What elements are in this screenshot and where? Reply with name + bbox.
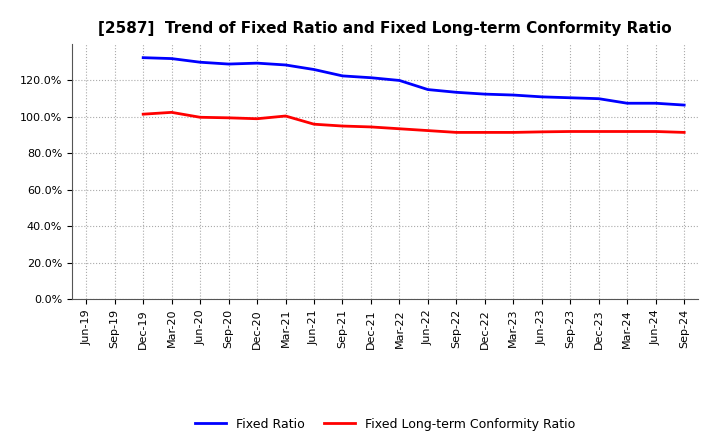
Fixed Long-term Conformity Ratio — [652, 129, 660, 134]
Fixed Long-term Conformity Ratio — [480, 130, 489, 135]
Fixed Long-term Conformity Ratio — [395, 126, 404, 132]
Fixed Long-term Conformity Ratio — [366, 124, 375, 129]
Fixed Ratio — [139, 55, 148, 60]
Fixed Ratio — [225, 62, 233, 67]
Fixed Long-term Conformity Ratio — [509, 130, 518, 135]
Fixed Ratio — [196, 59, 204, 65]
Fixed Long-term Conformity Ratio — [225, 115, 233, 121]
Fixed Long-term Conformity Ratio — [310, 121, 318, 127]
Fixed Ratio — [282, 62, 290, 68]
Fixed Long-term Conformity Ratio — [338, 123, 347, 128]
Fixed Long-term Conformity Ratio — [566, 129, 575, 134]
Fixed Long-term Conformity Ratio — [253, 116, 261, 121]
Fixed Ratio — [310, 67, 318, 72]
Fixed Ratio — [537, 94, 546, 99]
Fixed Ratio — [452, 90, 461, 95]
Fixed Long-term Conformity Ratio — [282, 114, 290, 119]
Fixed Ratio — [480, 92, 489, 97]
Fixed Ratio — [167, 56, 176, 61]
Fixed Ratio — [366, 75, 375, 81]
Legend: Fixed Ratio, Fixed Long-term Conformity Ratio: Fixed Ratio, Fixed Long-term Conformity … — [190, 413, 580, 436]
Fixed Ratio — [680, 103, 688, 108]
Fixed Long-term Conformity Ratio — [196, 115, 204, 120]
Fixed Ratio — [395, 78, 404, 83]
Fixed Ratio — [652, 101, 660, 106]
Fixed Ratio — [338, 73, 347, 78]
Fixed Ratio — [595, 96, 603, 101]
Line: Fixed Ratio: Fixed Ratio — [143, 58, 684, 105]
Fixed Ratio — [566, 95, 575, 100]
Line: Fixed Long-term Conformity Ratio: Fixed Long-term Conformity Ratio — [143, 112, 684, 132]
Fixed Long-term Conformity Ratio — [680, 130, 688, 135]
Fixed Long-term Conformity Ratio — [423, 128, 432, 133]
Fixed Long-term Conformity Ratio — [167, 110, 176, 115]
Fixed Long-term Conformity Ratio — [139, 111, 148, 117]
Fixed Ratio — [623, 101, 631, 106]
Fixed Long-term Conformity Ratio — [452, 130, 461, 135]
Fixed Ratio — [509, 92, 518, 98]
Fixed Long-term Conformity Ratio — [537, 129, 546, 135]
Fixed Ratio — [423, 87, 432, 92]
Fixed Long-term Conformity Ratio — [623, 129, 631, 134]
Title: [2587]  Trend of Fixed Ratio and Fixed Long-term Conformity Ratio: [2587] Trend of Fixed Ratio and Fixed Lo… — [99, 21, 672, 36]
Fixed Long-term Conformity Ratio — [595, 129, 603, 134]
Fixed Ratio — [253, 60, 261, 66]
